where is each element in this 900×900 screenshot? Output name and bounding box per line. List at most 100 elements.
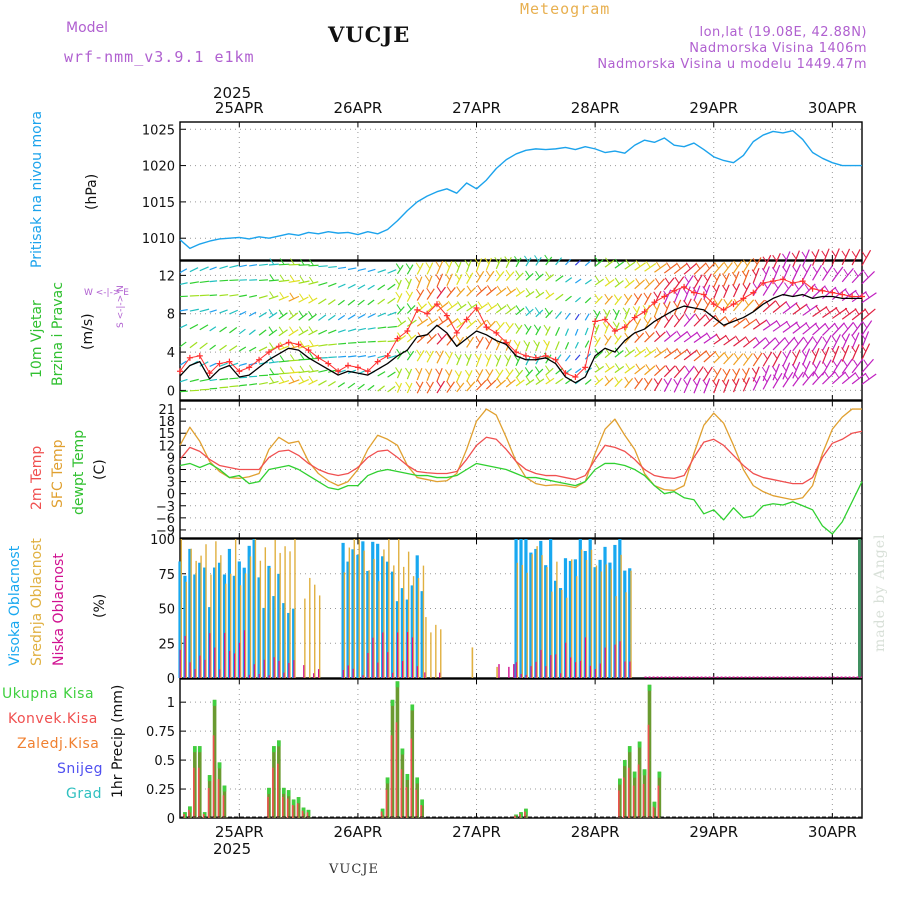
cloud-low-bar <box>214 647 216 678</box>
wind-barb <box>844 371 850 379</box>
wind-barb <box>395 291 401 299</box>
cloud-low-bar <box>179 649 181 678</box>
wind-barb <box>771 266 777 274</box>
precip-conv-bar <box>618 790 620 818</box>
wind-barb <box>328 356 337 359</box>
wind-barb <box>524 367 530 374</box>
y-tick-label: 21 <box>158 403 175 418</box>
cloud-high-bar <box>242 567 246 678</box>
precip-total-cap <box>642 769 647 776</box>
wind-barb <box>543 339 548 347</box>
wind-barb <box>683 262 698 275</box>
wind-barb <box>713 284 720 300</box>
wind-barb <box>229 294 239 297</box>
wind-barb <box>752 352 763 367</box>
cloud-mid-bar <box>546 567 548 678</box>
wind-barb <box>775 320 781 327</box>
cloud-mid-bar <box>388 539 390 678</box>
wind-barb <box>693 275 699 282</box>
wind-barb <box>703 274 709 282</box>
wind-barb <box>318 281 328 286</box>
wind-barb <box>268 326 274 333</box>
wind-barb <box>524 323 529 331</box>
wind-barb <box>387 371 396 378</box>
temp-unit: (C) <box>92 459 108 480</box>
wind-barb <box>455 335 461 343</box>
wind-barb <box>673 301 678 308</box>
wind-barb <box>821 250 827 258</box>
wind-barb <box>774 337 780 344</box>
precip-conv-bar <box>277 763 279 818</box>
cloud-high-bar <box>198 562 202 678</box>
wind-barb <box>863 271 869 278</box>
wind-barb <box>485 270 491 277</box>
cloud-high-bar <box>514 539 518 678</box>
wind-barb <box>367 355 376 358</box>
wind-barb <box>229 264 239 269</box>
cloud-low-bar <box>303 665 305 678</box>
cloud-high-bar <box>400 588 404 678</box>
wind-barb <box>209 294 218 297</box>
wind-barb <box>622 307 628 315</box>
cloud-mid-bar <box>200 555 202 678</box>
wind-barb <box>199 378 210 382</box>
wind-barb <box>436 260 444 275</box>
cloud-mid-bar <box>225 583 227 678</box>
wind-barb <box>625 363 631 370</box>
precip-total-bar <box>217 762 222 818</box>
wind-barb <box>695 314 701 321</box>
wind-barb <box>505 321 511 329</box>
cloud-low-bar <box>416 666 419 678</box>
wind-barb <box>683 331 698 343</box>
cloud-high-bar <box>608 562 612 678</box>
wind-barb <box>229 362 239 367</box>
wind-barb <box>533 324 539 332</box>
wind-barb <box>239 294 247 298</box>
precip-total-bar <box>395 681 400 818</box>
wind-barb <box>327 299 336 306</box>
wind-barb <box>455 381 461 388</box>
wind-barb <box>337 283 346 288</box>
wind-barb <box>784 282 789 289</box>
wind-barb <box>189 389 200 392</box>
gust-marker <box>453 329 460 336</box>
cloud-mid-bar <box>284 546 286 678</box>
precip-total-bar <box>390 699 395 818</box>
wind-barb <box>824 371 830 379</box>
cloud-mid-bar <box>630 570 632 678</box>
cloud-high-bar <box>346 561 350 678</box>
wind-barb <box>318 265 328 268</box>
wind-barb <box>843 268 849 276</box>
gust-marker <box>493 329 500 336</box>
wind-barb <box>308 375 314 383</box>
wind-barb <box>645 346 651 354</box>
precip-total-bar <box>632 771 637 818</box>
wind-barb <box>860 333 866 340</box>
precip-conv-bar <box>627 767 630 818</box>
wind-barb <box>603 308 608 316</box>
cloud-high-bar <box>415 555 419 678</box>
cloud-low-bar <box>184 635 186 678</box>
cloud-high-bar <box>534 548 538 678</box>
wind-barb <box>299 258 305 266</box>
wind-barb <box>584 279 592 285</box>
wind-barb <box>289 275 295 282</box>
wind-barb <box>279 258 285 265</box>
wind-barb <box>594 363 600 370</box>
cloud-mid-bar <box>556 561 558 678</box>
wind-barb <box>635 346 641 354</box>
wind-barb <box>445 351 451 359</box>
cloud-high-bar <box>237 561 241 678</box>
wind-barb <box>437 332 443 340</box>
cloud-mid-bar <box>536 546 538 678</box>
cloud-low-bar <box>317 669 320 678</box>
wind-barb <box>604 259 615 268</box>
wind-barb <box>289 292 295 300</box>
wind-barb <box>457 301 462 308</box>
wind-barb <box>825 306 831 313</box>
wind-barb <box>724 352 729 360</box>
wind-barb <box>309 352 314 359</box>
cloud-mid-bar <box>358 539 360 678</box>
wind-barb <box>772 252 781 270</box>
wind-barb <box>565 277 573 283</box>
